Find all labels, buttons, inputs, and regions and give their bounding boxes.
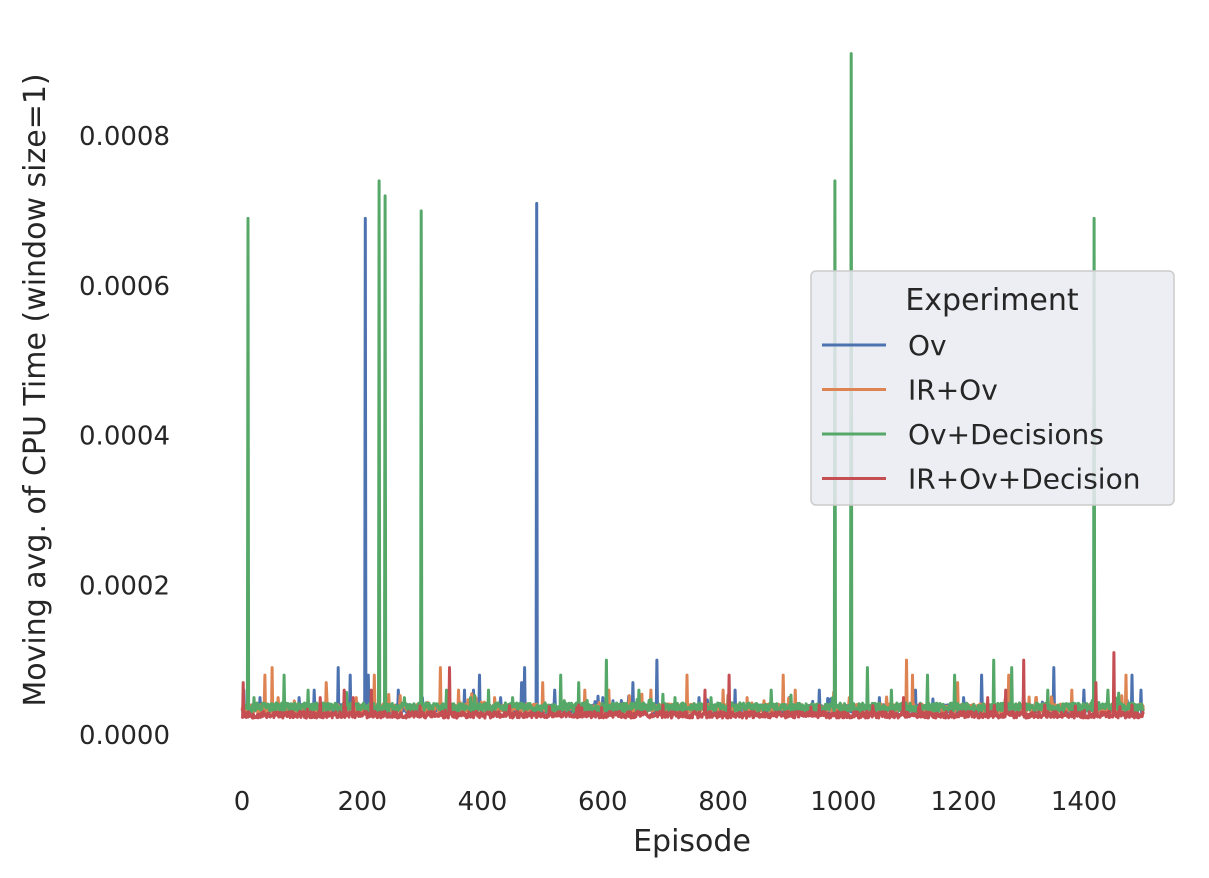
legend-label: Ov bbox=[908, 329, 947, 362]
x-tick-labels: 0 200 400 600 800 1000 1200 1400 bbox=[234, 787, 1117, 817]
x-tick-label: 1000 bbox=[810, 787, 876, 817]
y-tick-label: 0.0006 bbox=[79, 272, 170, 302]
x-tick-label: 400 bbox=[458, 787, 508, 817]
legend-title: Experiment bbox=[905, 283, 1079, 318]
x-tick-label: 800 bbox=[698, 787, 748, 817]
y-axis-label: Moving avg. of CPU Time (window size=1) bbox=[18, 73, 53, 706]
series-layer bbox=[240, 52, 1145, 720]
x-tick-label: 0 bbox=[234, 787, 251, 817]
legend-label: Ov+Decisions bbox=[908, 418, 1104, 451]
y-tick-label: 0.0004 bbox=[79, 422, 170, 452]
legend-items: Ov IR+Ov Ov+Decisions IR+Ov+Decision bbox=[822, 329, 1140, 496]
y-tick-label: 0.0002 bbox=[79, 571, 170, 601]
x-tick-label: 200 bbox=[337, 787, 387, 817]
x-tick-label: 600 bbox=[578, 787, 628, 817]
legend-box bbox=[810, 270, 1175, 506]
legend-label: IR+Ov bbox=[908, 374, 998, 407]
legend-label: IR+Ov+Decision bbox=[908, 463, 1140, 496]
series-line-ir-ov-decision bbox=[240, 651, 1145, 720]
y-tick-labels: 0.0000 0.0002 0.0004 0.0006 0.0008 bbox=[79, 122, 170, 751]
series-line-ov-decisions bbox=[240, 52, 1145, 714]
legend: Experiment Ov IR+Ov Ov+Decisions IR+Ov+Deci… bbox=[810, 270, 1175, 506]
x-tick-label: 1200 bbox=[931, 787, 997, 817]
y-tick-label: 0.0000 bbox=[79, 721, 170, 751]
y-tick-label: 0.0008 bbox=[79, 122, 170, 152]
x-tick-label: 1400 bbox=[1051, 787, 1117, 817]
x-axis-label: Episode bbox=[633, 824, 751, 859]
